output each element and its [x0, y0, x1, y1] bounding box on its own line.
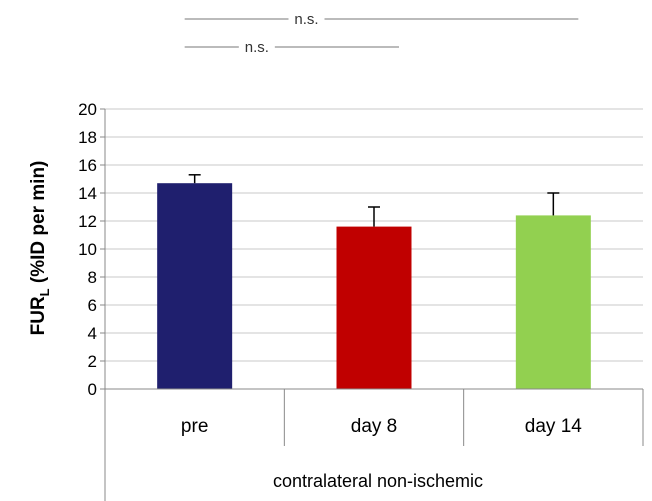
category-label: pre	[181, 416, 208, 437]
y-tick-label: 18	[78, 128, 97, 147]
y-tick-labels: 0 2 4 6 8 10 12 14 16 18 20	[78, 100, 97, 399]
bar-day-8	[336, 226, 412, 389]
y-tick-label: 6	[88, 296, 97, 315]
bars	[157, 183, 591, 389]
y-tick-label: 20	[78, 100, 97, 119]
y-tick-label: 8	[88, 268, 97, 287]
x-axis-group-label: contralateral non-ischemic	[273, 471, 483, 491]
y-tick-label: 2	[88, 352, 97, 371]
y-tick-label: 4	[88, 324, 97, 343]
category-labels: pre day 8 day 14	[181, 416, 582, 437]
axes	[104, 109, 644, 501]
bar-pre	[157, 183, 233, 389]
significance-label: n.s.	[294, 11, 318, 28]
y-tick-label: 12	[78, 212, 97, 231]
significance-brackets: n.s. n.s.	[184, 11, 579, 56]
significance-label: n.s.	[245, 39, 269, 56]
y-axis-label: FURL (%ID per min)	[28, 161, 52, 336]
y-tick-label: 10	[78, 240, 97, 259]
y-tick-label: 16	[78, 156, 97, 175]
y-tick-label: 14	[78, 184, 97, 203]
category-label: day 8	[351, 416, 397, 437]
bar-day-14	[515, 215, 591, 389]
error-bars	[188, 174, 560, 227]
y-tick-label: 0	[88, 380, 97, 399]
category-label: day 14	[525, 416, 582, 437]
